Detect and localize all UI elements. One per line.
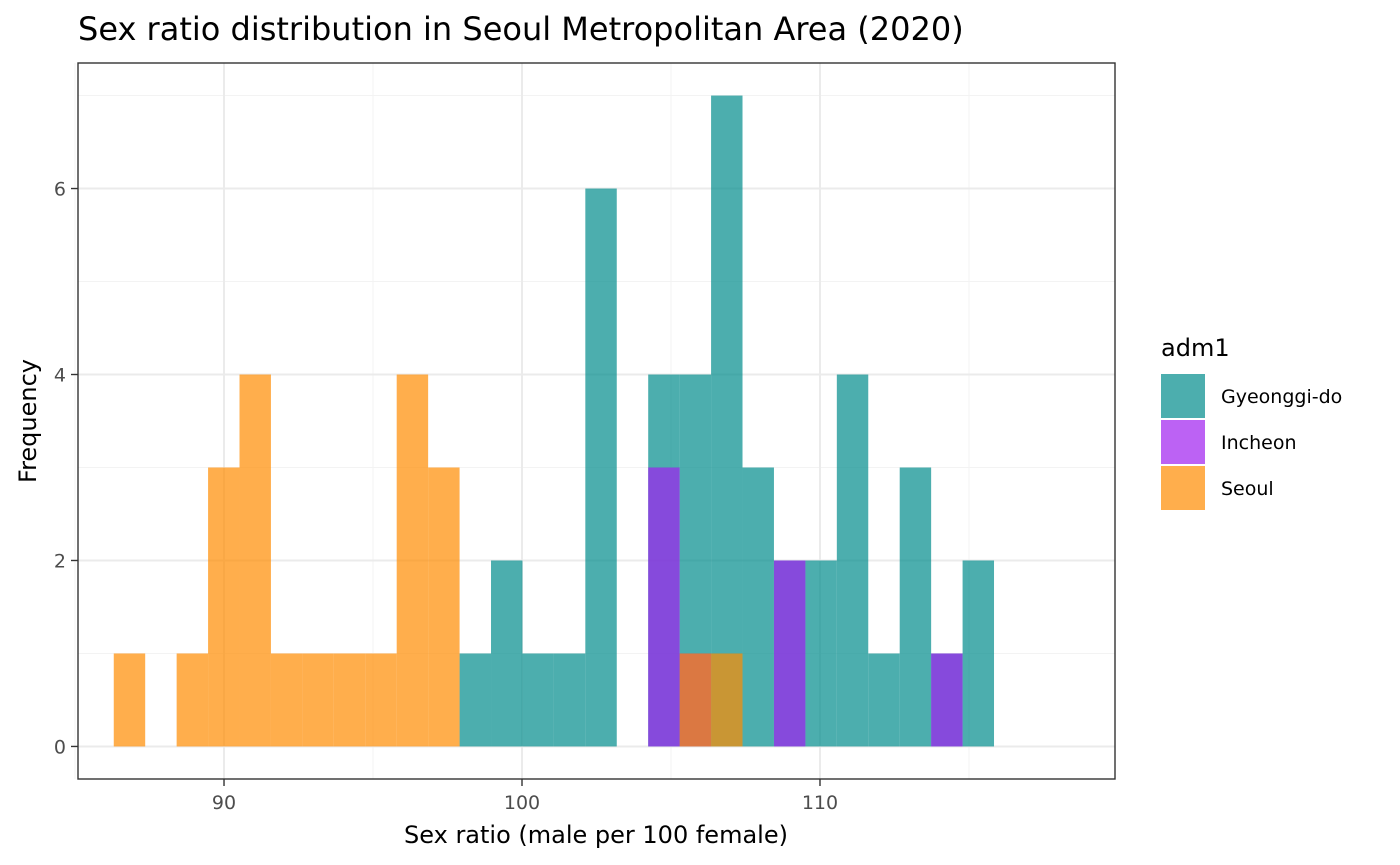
legend-swatch-incheon: [1161, 420, 1205, 464]
axis-ticks: 90 100 110 0 2 4 6: [54, 179, 838, 814]
bar-seoul: Seoul: 4: [239, 374, 271, 747]
bar-incheon: Incheon: 2: [773, 560, 806, 747]
bar-gyeonggi-do: Gyeonggi-do: 4: [836, 374, 869, 747]
x-tick-label: 110: [802, 792, 838, 814]
legend-swatch-seoul: [1161, 466, 1205, 510]
bar-seoul: Seoul: 1: [270, 653, 303, 747]
legend-swatch-gyeonggi-do: [1161, 374, 1205, 418]
bar-seoul: Seoul: 1: [711, 653, 743, 747]
bar-gyeonggi-do: Gyeonggi-do: 1: [459, 653, 492, 747]
y-axis-title: Frequency: [14, 359, 42, 483]
bar-gyeonggi-do: Gyeonggi-do: 1: [553, 653, 586, 747]
legend: adm1 Gyeonggi-do Incheon Seoul: [1161, 334, 1342, 510]
bar-seoul: Seoul: 3: [428, 467, 460, 747]
bar-seoul: Seoul: 4: [396, 374, 429, 747]
bar-incheon: Incheon: 1: [931, 653, 963, 747]
bar-gyeonggi-do: Gyeonggi-do: 1: [868, 653, 900, 747]
bar-seoul: Seoul: 1: [679, 653, 712, 747]
legend-title: adm1: [1161, 334, 1230, 362]
bar-seoul: Seoul: 1: [333, 653, 366, 747]
bar-seoul: Seoul: 1: [176, 653, 209, 747]
x-tick-label: 90: [212, 792, 236, 814]
bar-gyeonggi-do: Gyeonggi-do: 2: [962, 560, 995, 747]
bar-seoul: Seoul: 1: [302, 653, 334, 747]
x-tick-label: 100: [504, 792, 540, 814]
bar-gyeonggi-do: Gyeonggi-do: 2: [805, 560, 837, 747]
bar-seoul: Seoul: 3: [208, 467, 240, 747]
bar-seoul: Seoul: 1: [113, 653, 146, 747]
y-tick-label: 0: [54, 736, 66, 758]
x-axis-title: Sex ratio (male per 100 female): [404, 821, 788, 849]
legend-label-gyeonggi-do: Gyeonggi-do: [1221, 386, 1342, 408]
bar-incheon: Incheon: 3: [648, 467, 680, 747]
y-tick-label: 6: [54, 179, 66, 201]
chart-title: Sex ratio distribution in Seoul Metropol…: [78, 10, 964, 48]
bar-gyeonggi-do: Gyeonggi-do: 7: [711, 95, 743, 747]
bar-gyeonggi-do: Gyeonggi-do: 6: [585, 188, 617, 747]
y-tick-label: 4: [54, 365, 66, 387]
panel-border: [77, 62, 1116, 780]
bar-gyeonggi-do: Gyeonggi-do: 3: [742, 467, 774, 747]
legend-label-incheon: Incheon: [1221, 432, 1297, 454]
legend-label-seoul: Seoul: [1221, 478, 1274, 500]
bar-gyeonggi-do: Gyeonggi-do: 2: [491, 560, 523, 747]
bar-gyeonggi-do: Gyeonggi-do: 1: [522, 653, 554, 747]
bar-gyeonggi-do: Gyeonggi-do: 3: [899, 467, 932, 747]
bar-seoul: Seoul: 1: [365, 653, 397, 747]
y-tick-label: 2: [54, 550, 66, 572]
